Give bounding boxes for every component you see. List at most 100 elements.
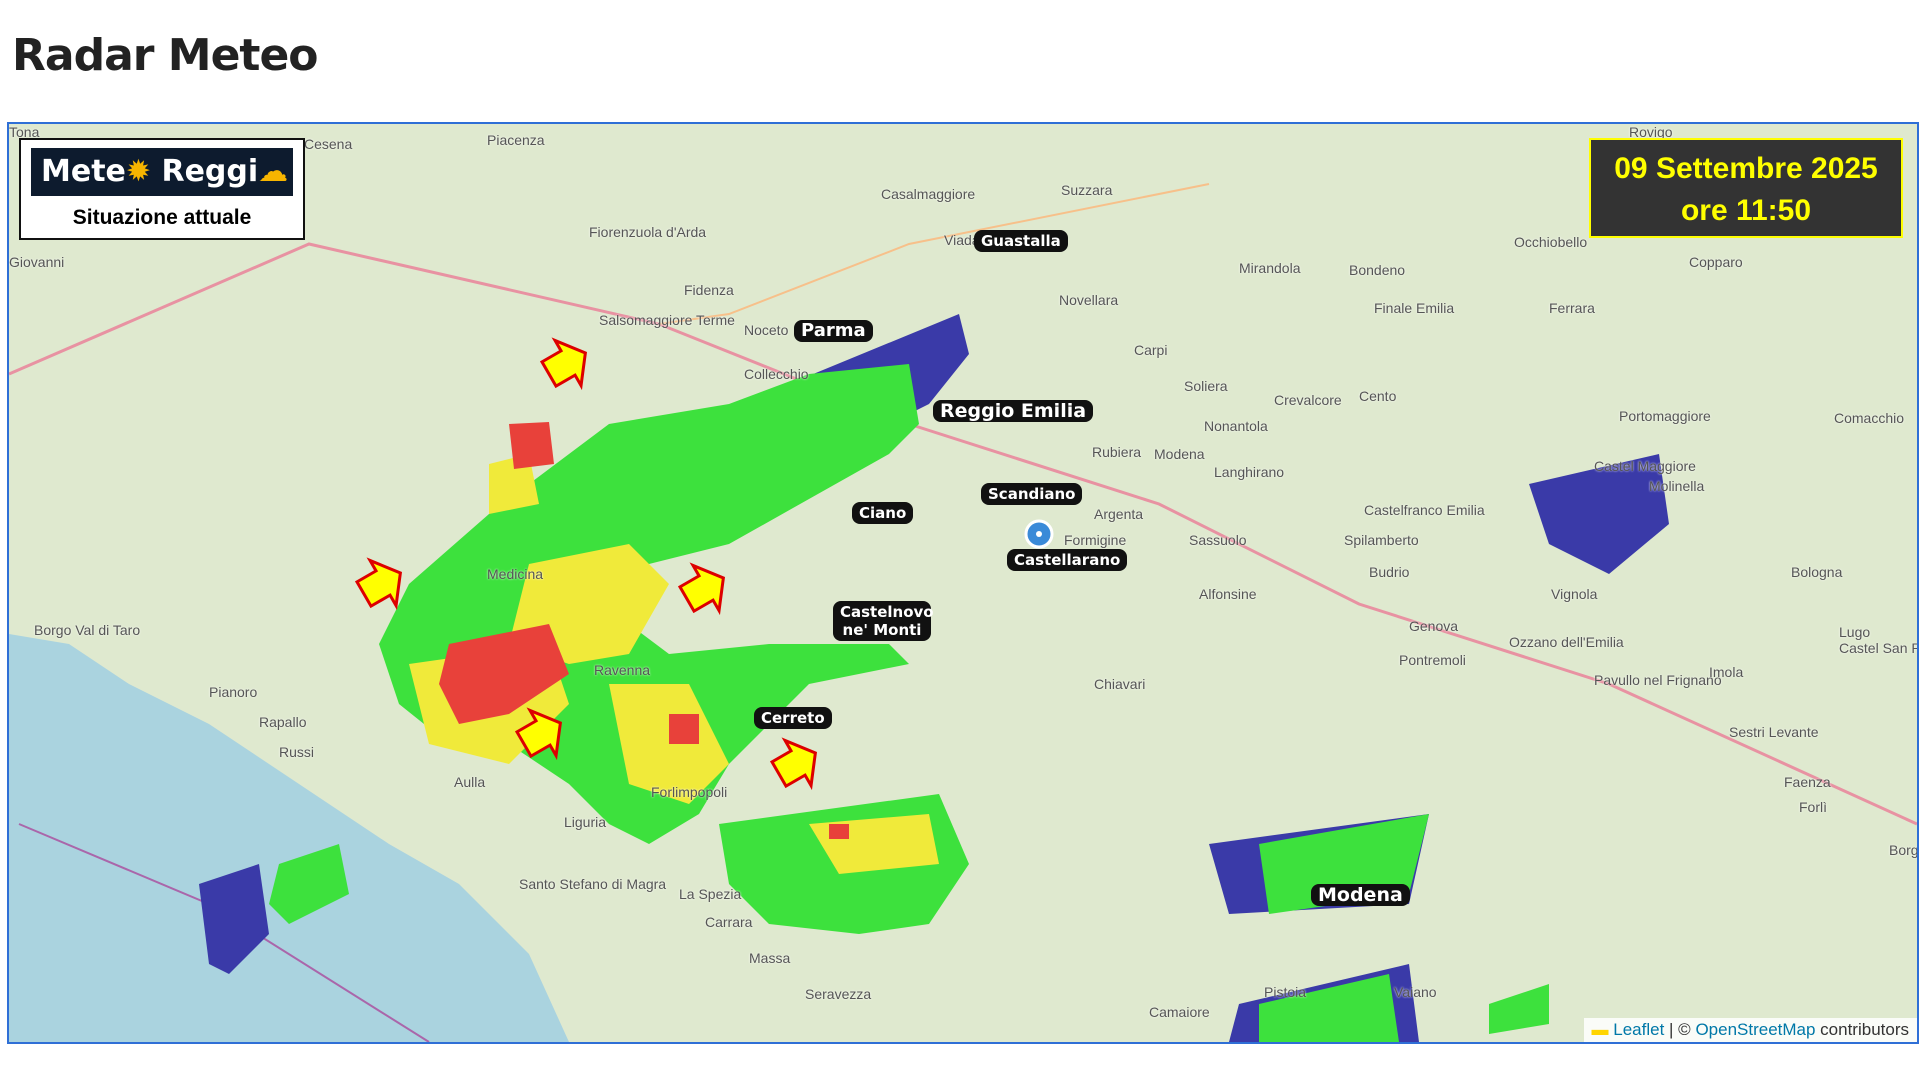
- city-label-castellarano: Castellarano: [1007, 549, 1128, 571]
- radar-map[interactable]: Piacenza Casalmaggiore Suzzara Rovigo Fioren…: [7, 122, 1919, 1044]
- sun-cloud-icon: ☁: [258, 154, 289, 189]
- town-label: Molinella: [1649, 478, 1705, 494]
- town-label: Casalmaggiore: [881, 186, 976, 202]
- date-text: 09 Settembre 2025: [1614, 152, 1878, 185]
- town-label: Seravezza: [805, 986, 872, 1002]
- town-label: Aulla: [454, 774, 486, 790]
- arrow-icon: [677, 562, 726, 616]
- city-label-cerreto: Cerreto: [754, 707, 832, 729]
- town-label: Crevalcore: [1274, 392, 1342, 408]
- town-label: Borgo San Lorenzo: [1889, 842, 1919, 858]
- town-label: Rovigo: [1629, 124, 1673, 140]
- arrow-icon: [539, 337, 588, 391]
- town-label: Pistoia: [1264, 984, 1307, 1000]
- logo-panel: Mete✹ Reggi☁ Situazione attuale: [19, 138, 305, 240]
- town-label: Alfonsine: [1199, 586, 1257, 602]
- town-label: Nonantola: [1204, 418, 1268, 434]
- arrow-icon: [354, 557, 403, 611]
- town-label: Genova: [1409, 618, 1459, 634]
- town-label: Liguria: [564, 814, 607, 830]
- arrow-icon: [769, 737, 818, 791]
- page-title: Radar Meteo: [12, 30, 319, 81]
- town-label: Borgo Val di Taro: [34, 622, 141, 638]
- city-label-ciano: Ciano: [852, 502, 914, 524]
- town-label: Piacenza: [487, 132, 545, 148]
- town-label: Suzzara: [1061, 182, 1113, 198]
- road: [9, 242, 1917, 826]
- leaflet-link[interactable]: Leaflet: [1613, 1020, 1665, 1039]
- town-label: Budrio: [1369, 564, 1410, 580]
- town-label: Novellara: [1059, 292, 1119, 308]
- town-label: Portomaggiore: [1619, 408, 1711, 424]
- timestamp-panel: 09 Settembre 2025 ore 11:50: [1589, 138, 1903, 238]
- town-label: Modena: [1154, 446, 1205, 462]
- town-label: Formigine: [1064, 532, 1127, 548]
- town-label: Cesena: [304, 136, 353, 152]
- town-label: Imola: [1709, 664, 1744, 680]
- city-label-castelnovo: Castelnovo ne' Monti: [833, 601, 934, 641]
- sun-icon: ✹: [125, 154, 152, 189]
- ukraine-flag-icon: ▬: [1591, 1020, 1609, 1039]
- town-label: Ozzano dell'Emilia: [1509, 634, 1624, 650]
- town-label: Bondeno: [1349, 262, 1406, 278]
- arrow-icon: [514, 707, 563, 761]
- town-label: Forlimpopoli: [651, 784, 728, 800]
- time-text: ore 11:50: [1680, 194, 1812, 227]
- town-label: Sassuolo: [1189, 532, 1247, 548]
- direction-arrows: [354, 337, 818, 791]
- town-label: Santo Stefano di Magra: [519, 876, 667, 892]
- town-label: Salsomaggiore Terme: [599, 312, 735, 328]
- town-label: La Spezia: [679, 886, 742, 902]
- town-label: Cento: [1359, 388, 1397, 404]
- town-label: Giovanni: [9, 254, 65, 270]
- town-label: Fiorenzuola d'Arda: [589, 224, 707, 240]
- town-label: Ferrara: [1549, 300, 1595, 316]
- map-layer: [9, 183, 1917, 1042]
- town-label: Spilamberto: [1344, 532, 1419, 548]
- town-label: Soliera: [1184, 378, 1228, 394]
- town-label: Pianoro: [209, 684, 258, 700]
- meteo-reggio-logo: Mete✹ Reggi☁: [31, 148, 293, 196]
- town-label: Carrara: [705, 914, 753, 930]
- town-label: Pontremoli: [1399, 652, 1466, 668]
- city-label-scandiano: Scandiano: [981, 483, 1083, 505]
- osm-link[interactable]: OpenStreetMap: [1695, 1020, 1816, 1039]
- town-label: Rapallo: [259, 714, 307, 730]
- town-label: Argenta: [1094, 506, 1144, 522]
- map-attribution: ▬ Leaflet | © OpenStreetMap contributors: [1583, 1018, 1917, 1042]
- town-label: Noceto: [744, 322, 789, 338]
- town-label: Collecchio: [744, 366, 809, 382]
- road: [658, 183, 1210, 325]
- city-label-guastalla: Guastalla: [974, 230, 1068, 252]
- town-label: Copparo: [1689, 254, 1743, 270]
- city-label-modena: Modena: [1311, 884, 1410, 906]
- town-label: Lugo: [1839, 624, 1871, 640]
- town-label: Rubiera: [1092, 444, 1142, 460]
- town-label: Castel Maggiore: [1594, 458, 1696, 474]
- town-label: Comacchio: [1834, 410, 1905, 426]
- sea: [9, 634, 569, 1042]
- radar-light: [269, 364, 1549, 1042]
- town-label: Castel San Pietro Terme: [1839, 640, 1917, 656]
- town-label: Camaiore: [1149, 1004, 1210, 1020]
- radar-heavy: [439, 422, 849, 839]
- town-label: Faenza: [1784, 774, 1831, 790]
- town-label: Occhiobello: [1514, 234, 1588, 250]
- town-label: Chiavari: [1094, 676, 1146, 692]
- city-label-reggio-emilia: Reggio Emilia: [933, 400, 1094, 422]
- town-label: Castelfranco Emilia: [1364, 502, 1485, 518]
- town-label: Tona: [9, 124, 40, 140]
- town-label: Massa: [749, 950, 791, 966]
- town-label: Forlì: [1799, 799, 1827, 815]
- town-label: Russi: [279, 744, 315, 760]
- town-label: Sestri Levante: [1729, 724, 1819, 740]
- town-label: Langhirano: [1214, 464, 1285, 480]
- town-label: Bologna: [1791, 564, 1843, 580]
- town-label: Vignola: [1551, 586, 1598, 602]
- status-subtitle: Situazione attuale: [72, 206, 252, 229]
- town-label: Fidenza: [684, 282, 734, 298]
- town-label: Carpi: [1134, 342, 1168, 358]
- city-label-parma: Parma: [794, 320, 873, 342]
- town-label: Medicina: [487, 566, 544, 582]
- town-label: Pavullo nel Frignano: [1594, 672, 1722, 688]
